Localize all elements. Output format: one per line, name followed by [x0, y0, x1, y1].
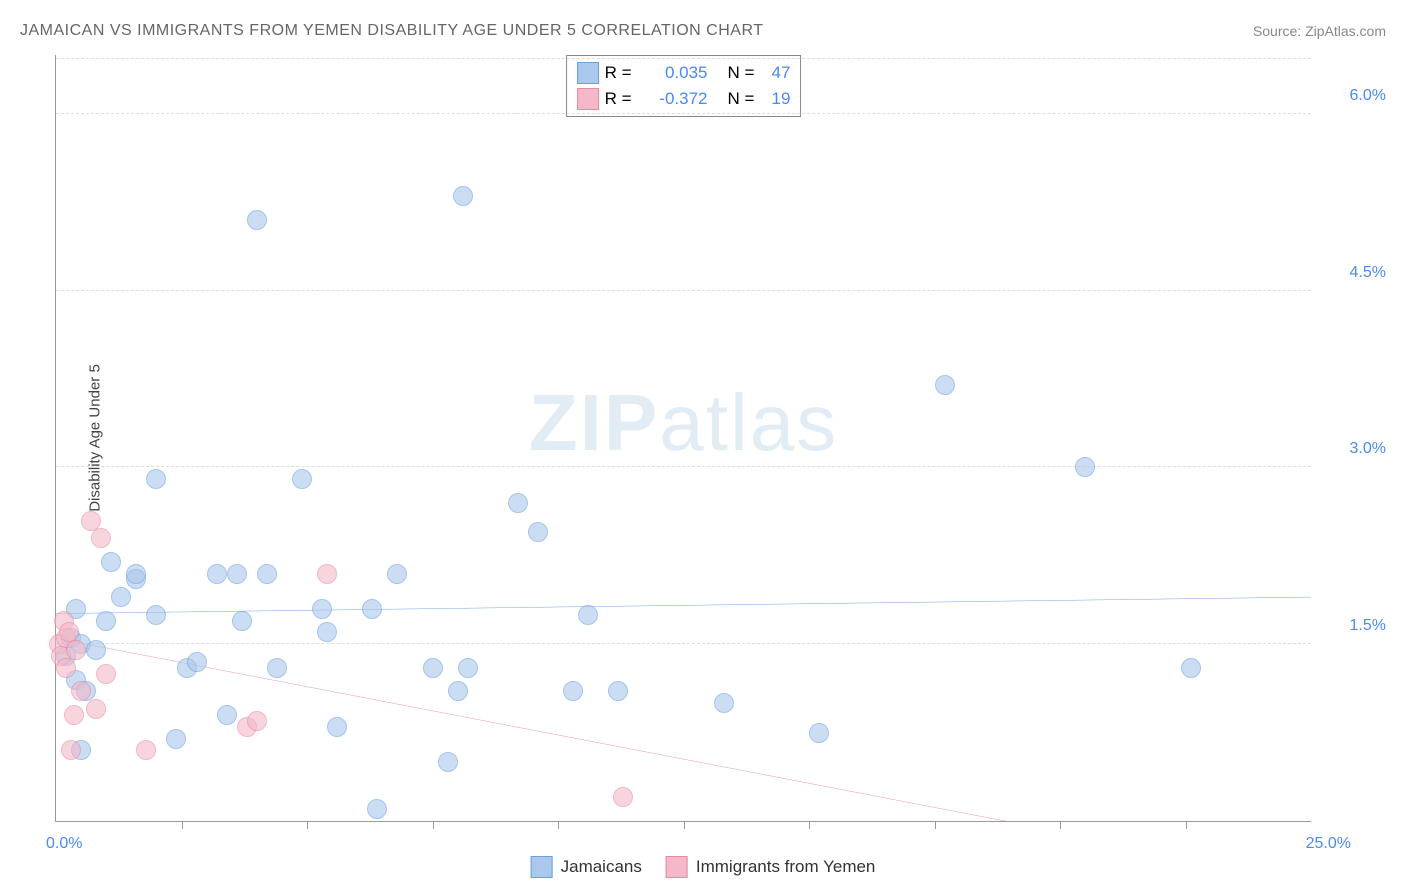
gridline [56, 113, 1311, 114]
data-point [508, 493, 528, 513]
legend-label: Immigrants from Yemen [696, 857, 876, 877]
data-point [714, 693, 734, 713]
stat-r-value: 0.035 [638, 63, 708, 83]
data-point [292, 469, 312, 489]
data-point [187, 652, 207, 672]
legend: Jamaicans Immigrants from Yemen [531, 856, 876, 878]
data-point [935, 375, 955, 395]
y-tick-label: 1.5% [1326, 617, 1386, 635]
data-point [578, 605, 598, 625]
legend-swatch [666, 856, 688, 878]
data-point [312, 599, 332, 619]
stats-row: R = 0.035 N = 47 [577, 60, 791, 86]
x-tick [935, 821, 936, 829]
x-tick [433, 821, 434, 829]
data-point [232, 611, 252, 631]
data-point [227, 564, 247, 584]
legend-item: Immigrants from Yemen [666, 856, 876, 878]
data-point [1075, 457, 1095, 477]
y-tick-label: 4.5% [1326, 264, 1386, 282]
data-point [257, 564, 277, 584]
trend-lines [56, 55, 1311, 821]
data-point [528, 522, 548, 542]
legend-label: Jamaicans [561, 857, 642, 877]
data-point [608, 681, 628, 701]
data-point [1181, 658, 1201, 678]
data-point [146, 469, 166, 489]
data-point [362, 599, 382, 619]
chart-title: JAMAICAN VS IMMIGRANTS FROM YEMEN DISABI… [20, 22, 763, 40]
stat-n-value: 47 [760, 63, 790, 83]
data-point [96, 611, 116, 631]
data-point [126, 564, 146, 584]
data-point [64, 705, 84, 725]
stat-r-value: -0.372 [638, 89, 708, 109]
stat-r-label: R = [605, 63, 632, 83]
data-point [61, 740, 81, 760]
data-point [96, 664, 116, 684]
data-point [56, 658, 76, 678]
gridline [56, 290, 1311, 291]
gridline [56, 466, 1311, 467]
data-point [86, 640, 106, 660]
legend-item: Jamaicans [531, 856, 642, 878]
data-point [563, 681, 583, 701]
x-tick [684, 821, 685, 829]
data-point [438, 752, 458, 772]
data-point [86, 699, 106, 719]
data-point [423, 658, 443, 678]
data-point [101, 552, 121, 572]
watermark: ZIPatlas [529, 377, 838, 469]
data-point [317, 622, 337, 642]
data-point [136, 740, 156, 760]
data-point [166, 729, 186, 749]
stat-n-label: N = [728, 63, 755, 83]
stat-n-value: 19 [760, 89, 790, 109]
x-axis-min-label: 0.0% [46, 835, 82, 853]
series-swatch [577, 62, 599, 84]
x-axis-max-label: 25.0% [1306, 835, 1351, 853]
data-point [247, 711, 267, 731]
stat-r-label: R = [605, 89, 632, 109]
gridline [56, 643, 1311, 644]
gridline [56, 58, 1311, 59]
data-point [327, 717, 347, 737]
data-point [458, 658, 478, 678]
source-attribution: Source: ZipAtlas.com [1253, 23, 1386, 39]
x-tick [307, 821, 308, 829]
stat-n-label: N = [728, 89, 755, 109]
scatter-chart: ZIPatlas Disability Age Under 5 R = 0.03… [55, 55, 1311, 822]
data-point [111, 587, 131, 607]
x-tick [182, 821, 183, 829]
data-point [207, 564, 227, 584]
data-point [146, 605, 166, 625]
y-tick-label: 3.0% [1326, 440, 1386, 458]
data-point [367, 799, 387, 819]
correlation-stats-box: R = 0.035 N = 47 R = -0.372 N = 19 [566, 55, 802, 117]
y-tick-label: 6.0% [1326, 87, 1386, 105]
data-point [217, 705, 237, 725]
data-point [71, 681, 91, 701]
x-tick [1186, 821, 1187, 829]
data-point [267, 658, 287, 678]
x-tick [1060, 821, 1061, 829]
data-point [66, 640, 86, 660]
data-point [91, 528, 111, 548]
legend-swatch [531, 856, 553, 878]
x-tick [558, 821, 559, 829]
series-swatch [577, 88, 599, 110]
data-point [448, 681, 468, 701]
data-point [317, 564, 337, 584]
stats-row: R = -0.372 N = 19 [577, 86, 791, 112]
x-tick [809, 821, 810, 829]
data-point [387, 564, 407, 584]
data-point [247, 210, 267, 230]
y-axis-label: Disability Age Under 5 [86, 364, 103, 512]
data-point [453, 186, 473, 206]
data-point [613, 787, 633, 807]
data-point [809, 723, 829, 743]
